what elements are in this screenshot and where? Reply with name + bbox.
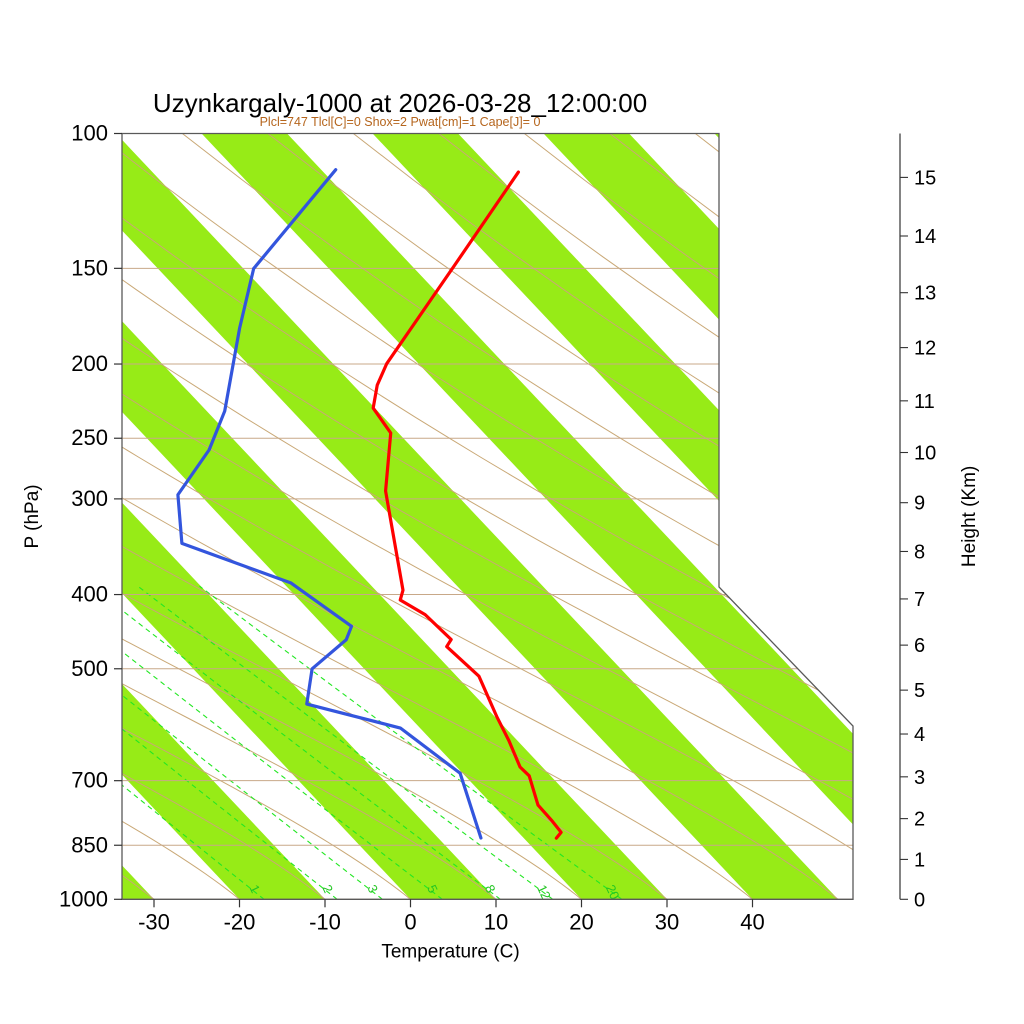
svg-text:6: 6	[914, 635, 925, 657]
svg-text:11: 11	[914, 391, 935, 413]
svg-text:4: 4	[914, 724, 925, 746]
svg-text:300: 300	[71, 486, 108, 511]
svg-text:200: 200	[71, 351, 108, 376]
svg-text:400: 400	[71, 582, 108, 607]
svg-text:0: 0	[914, 889, 925, 911]
svg-text:2: 2	[914, 809, 925, 831]
svg-text:10: 10	[914, 443, 936, 465]
svg-text:15: 15	[914, 167, 936, 189]
svg-text:850: 850	[71, 832, 108, 857]
svg-text:12: 12	[914, 338, 936, 360]
svg-text:Temperature (C): Temperature (C)	[381, 941, 519, 962]
svg-text:-10: -10	[309, 909, 341, 934]
svg-text:500: 500	[71, 656, 108, 681]
svg-text:5: 5	[914, 680, 925, 702]
svg-text:14: 14	[914, 226, 936, 248]
svg-text:Height (Km): Height (Km)	[959, 466, 980, 567]
svg-text:-20: -20	[224, 909, 256, 934]
svg-text:1000: 1000	[59, 886, 108, 911]
svg-text:9: 9	[914, 493, 925, 515]
svg-text:-30: -30	[138, 909, 170, 934]
svg-text:0: 0	[404, 909, 416, 934]
svg-text:20: 20	[569, 909, 593, 934]
svg-text:10: 10	[484, 909, 508, 934]
svg-text:100: 100	[71, 121, 108, 146]
svg-text:1: 1	[914, 849, 925, 871]
svg-text:3: 3	[914, 767, 925, 789]
svg-text:8: 8	[914, 541, 925, 563]
svg-text:7: 7	[914, 589, 925, 611]
svg-text:Uzynkargaly-1000 at 2026-03-28: Uzynkargaly-1000 at 2026-03-28_12:00:00	[153, 88, 647, 118]
svg-text:40: 40	[740, 909, 764, 934]
svg-text:30: 30	[655, 909, 679, 934]
svg-text:13: 13	[914, 283, 936, 305]
svg-text:Plcl=747 Tlcl[C]=0 Shox=2 Pwat: Plcl=747 Tlcl[C]=0 Shox=2 Pwat[cm]=1 Cap…	[260, 115, 541, 129]
svg-text:150: 150	[71, 255, 108, 280]
svg-text:700: 700	[71, 768, 108, 793]
svg-text:P (hPa): P (hPa)	[22, 484, 43, 548]
svg-text:250: 250	[71, 425, 108, 450]
